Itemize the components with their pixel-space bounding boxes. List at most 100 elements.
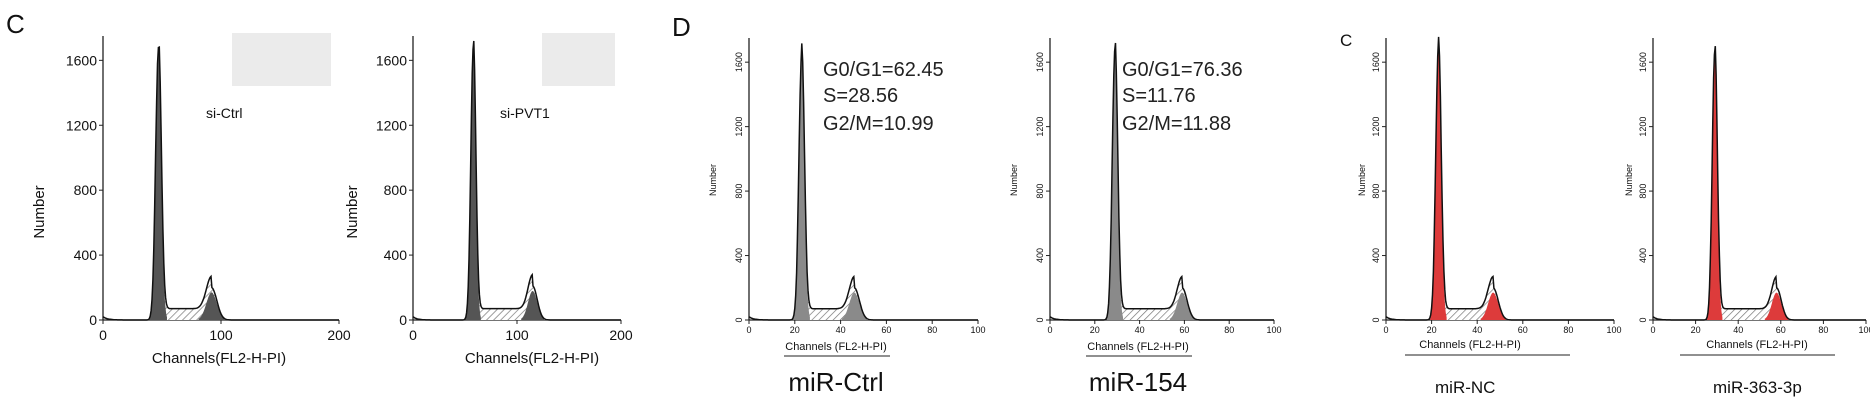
histogram-si-pvt1: 0 400 800 1200 1600 0 100 200: [376, 36, 633, 343]
panel-label-d: D: [672, 12, 691, 42]
histogram-outline: [1049, 42, 1274, 321]
histogram-outline: [412, 40, 621, 321]
x-tick-label: 100: [209, 327, 233, 343]
y-tick-label: 1600: [1035, 52, 1045, 72]
y-tick-label: 1600: [734, 52, 744, 72]
condition-label-mir-nc: miR-NC: [1435, 378, 1495, 397]
y-axis-label-4: Number: [1009, 164, 1019, 196]
stat-g2m-mir-ctrl: G2/M=10.99: [823, 113, 934, 135]
histogram-outline: [748, 43, 978, 321]
y-tick-label: 1600: [1371, 52, 1381, 72]
g2m-peak: [1169, 292, 1195, 320]
y-tick-label: 800: [1035, 184, 1045, 199]
stat-g0g1-mir-ctrl: G0/G1=62.45: [823, 59, 944, 81]
condition-label-si-pvt1: si-PVT1: [500, 105, 550, 121]
histogram-si-ctrl: 0 400 800 1200 1600 0 100 200: [66, 36, 351, 343]
y-tick-label: 1600: [66, 52, 97, 68]
x-tick-label: 60: [881, 325, 891, 335]
condition-label-mir-363-3p: miR-363-3p: [1713, 378, 1802, 397]
y-tick-label: 800: [1638, 184, 1648, 199]
y-tick-label: 0: [1371, 317, 1381, 322]
y-tick-label: 1200: [1638, 117, 1648, 137]
y-axis-label-5: Number: [1357, 164, 1367, 196]
y-tick-label: 0: [1638, 317, 1648, 322]
gray-box-1: [232, 33, 331, 86]
x-tick-label: 0: [1047, 325, 1052, 335]
condition-label-mir-ctrl: miR-Ctrl: [788, 367, 883, 397]
x-axis-label-3: Channels (FL2-H-PI): [785, 341, 886, 353]
stat-g2m-mir-154: G2/M=11.88: [1122, 113, 1231, 135]
x-tick-label: 100: [1606, 325, 1621, 335]
x-tick-label: 80: [1563, 325, 1573, 335]
x-axis-label-1: Channels(FL2-H-PI): [152, 350, 286, 367]
x-tick-label: 20: [1427, 325, 1437, 335]
g2m-peak: [521, 291, 545, 320]
x-tick-label: 80: [1224, 325, 1234, 335]
histogram-mir-nc: 0 400 800 1200 1600 0 20 40 60 80 100: [1371, 36, 1622, 335]
y-axis-label-1: Number: [31, 185, 48, 238]
condition-label-si-ctrl: si-Ctrl: [206, 105, 243, 121]
x-tick-label: 80: [1818, 325, 1828, 335]
x-tick-label: 20: [790, 325, 800, 335]
x-tick-label: 60: [1776, 325, 1786, 335]
x-tick-label: 0: [409, 327, 417, 343]
y-tick-label: 1600: [376, 52, 407, 68]
histogram-mir-ctrl: 0 400 800 1200 1600 0 20 40 60 80 100: [734, 38, 986, 335]
x-tick-label: 0: [99, 327, 107, 343]
y-tick-label: 1200: [734, 117, 744, 137]
g2m-peak: [1764, 292, 1789, 320]
stat-s-mir-ctrl: S=28.56: [823, 85, 898, 107]
x-tick-label: 80: [927, 325, 937, 335]
y-tick-label: 400: [734, 248, 744, 263]
gray-box-2: [542, 33, 615, 86]
condition-label-mir-154: miR-154: [1089, 367, 1187, 397]
x-tick-label: 100: [1858, 325, 1870, 335]
y-tick-label: 400: [74, 247, 98, 263]
y-tick-label: 400: [1638, 248, 1648, 263]
stat-g0g1-mir-154: G0/G1=76.36: [1122, 59, 1243, 81]
histogram-mir-154: 0 400 800 1200 1600 0 20 40 60 80 100: [1035, 38, 1282, 335]
y-axis-label-6: Number: [1624, 164, 1634, 196]
y-tick-label: 0: [734, 317, 744, 322]
x-tick-label: 40: [1472, 325, 1482, 335]
x-tick-label: 0: [1383, 325, 1388, 335]
x-tick-label: 100: [970, 325, 985, 335]
histogram-outline: [102, 45, 339, 321]
x-tick-label: 200: [327, 327, 351, 343]
x-tick-label: 200: [609, 327, 633, 343]
x-tick-label: 40: [836, 325, 846, 335]
x-tick-label: 100: [1266, 325, 1281, 335]
y-tick-label: 1200: [1371, 117, 1381, 137]
y-tick-label: 400: [1035, 248, 1045, 263]
y-tick-label: 400: [1371, 248, 1381, 263]
stat-s-mir-154: S=11.76: [1122, 85, 1196, 107]
y-tick-label: 0: [399, 312, 407, 328]
g2m-peak: [1480, 292, 1506, 320]
y-tick-label: 1200: [1035, 117, 1045, 137]
y-tick-label: 1600: [1638, 52, 1648, 72]
histogram-outline: [1385, 36, 1614, 321]
x-tick-label: 20: [1090, 325, 1100, 335]
x-tick-label: 40: [1733, 325, 1743, 335]
y-tick-label: 800: [384, 182, 408, 198]
histogram-mir-363-3p: 0 400 800 1200 1600 0 20 40 60 80 100: [1638, 38, 1870, 335]
x-axis-label-6: Channels (FL2-H-PI): [1706, 339, 1807, 351]
y-tick-label: 800: [734, 184, 744, 199]
y-tick-label: 400: [384, 247, 408, 263]
panel-label-c-right: C: [1340, 31, 1352, 50]
x-tick-label: 20: [1691, 325, 1701, 335]
y-tick-label: 0: [1035, 317, 1045, 322]
x-tick-label: 100: [505, 327, 529, 343]
x-tick-label: 0: [1650, 325, 1655, 335]
y-tick-label: 0: [89, 312, 97, 328]
x-tick-label: 60: [1518, 325, 1528, 335]
histogram-outline: [1652, 46, 1866, 321]
x-axis-label-4: Channels (FL2-H-PI): [1087, 341, 1188, 353]
g2m-peak: [841, 292, 867, 320]
x-axis-label-2: Channels(FL2-H-PI): [465, 350, 599, 367]
y-axis-label-3: Number: [708, 164, 718, 196]
y-axis-label-2: Number: [344, 185, 361, 238]
y-tick-label: 1200: [376, 117, 407, 133]
g2m-peak: [198, 292, 225, 320]
